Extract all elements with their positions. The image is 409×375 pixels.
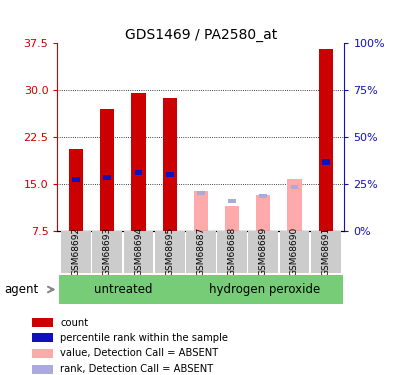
Text: GSM68690: GSM68690 <box>289 227 298 276</box>
Text: GDS1469 / PA2580_at: GDS1469 / PA2580_at <box>124 28 276 42</box>
Bar <box>123 231 153 273</box>
Text: count: count <box>60 318 88 327</box>
Bar <box>256 195 270 231</box>
Text: GSM68689: GSM68689 <box>258 227 267 276</box>
Bar <box>32 349 52 358</box>
Bar <box>165 172 173 177</box>
Bar <box>61 231 91 273</box>
Bar <box>185 231 216 273</box>
Bar <box>310 231 340 273</box>
Bar <box>131 93 145 231</box>
Bar <box>259 194 267 198</box>
Bar <box>225 206 238 231</box>
Bar <box>134 170 142 176</box>
Text: GSM68693: GSM68693 <box>103 227 112 276</box>
Text: percentile rank within the sample: percentile rank within the sample <box>60 333 227 343</box>
Bar <box>69 149 83 231</box>
Text: GSM68692: GSM68692 <box>72 227 81 276</box>
Bar <box>187 275 342 304</box>
Bar <box>197 191 204 195</box>
Bar <box>318 50 332 231</box>
Bar <box>32 318 52 327</box>
Bar <box>217 231 247 273</box>
Text: untreated: untreated <box>93 282 152 296</box>
Bar <box>32 333 52 342</box>
Bar <box>154 231 184 273</box>
Text: GSM68687: GSM68687 <box>196 227 205 276</box>
Bar <box>92 231 122 273</box>
Text: value, Detection Call = ABSENT: value, Detection Call = ABSENT <box>60 348 218 358</box>
Text: agent: agent <box>4 283 38 296</box>
Text: GSM68691: GSM68691 <box>320 227 329 276</box>
Bar <box>248 231 278 273</box>
Bar <box>72 177 80 182</box>
Text: rank, Detection Call = ABSENT: rank, Detection Call = ABSENT <box>60 364 213 374</box>
Bar <box>59 275 187 304</box>
Bar <box>290 185 298 189</box>
Text: hydrogen peroxide: hydrogen peroxide <box>209 282 320 296</box>
Text: GSM68688: GSM68688 <box>227 227 236 276</box>
Text: GSM68694: GSM68694 <box>134 227 143 276</box>
Bar <box>279 231 309 273</box>
Bar <box>32 364 52 374</box>
Bar <box>228 199 236 203</box>
Bar <box>162 98 176 231</box>
Bar <box>100 109 114 231</box>
Text: GSM68695: GSM68695 <box>165 227 174 276</box>
Bar <box>321 159 329 165</box>
Bar <box>193 191 207 231</box>
Bar <box>287 179 301 231</box>
Bar <box>103 175 111 180</box>
